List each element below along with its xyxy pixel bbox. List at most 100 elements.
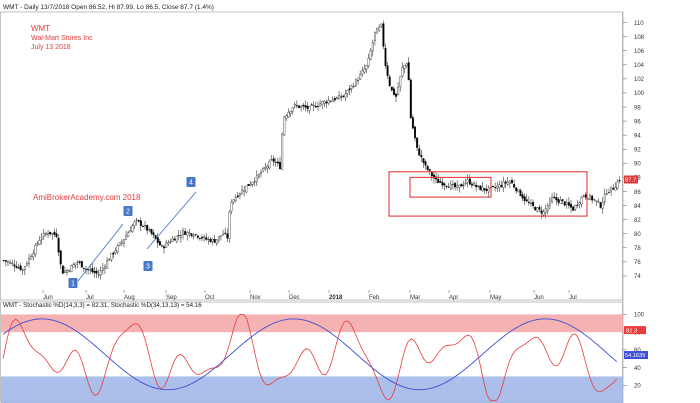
price-bar — [544, 208, 547, 214]
price-bar — [72, 264, 75, 268]
x-tick-label: Jul — [569, 295, 577, 301]
price-bar — [142, 226, 144, 228]
price-bar — [553, 196, 556, 199]
price-bar — [274, 162, 277, 164]
price-bar — [460, 183, 463, 187]
price-bar — [11, 262, 14, 264]
stoch-tick-label: 40 — [634, 366, 641, 372]
price-bar — [152, 232, 155, 236]
price-bar — [228, 211, 231, 239]
slow-stochastic-line — [2, 318, 617, 391]
price-tick-label: 78 — [634, 246, 641, 252]
ticker-label: WMT — [31, 24, 50, 33]
price-bar — [559, 200, 562, 204]
price-bar — [45, 233, 47, 236]
price-bar — [40, 237, 43, 240]
price-bar — [542, 211, 545, 216]
price-bar — [540, 210, 543, 214]
x-tick-label: Jun — [43, 295, 53, 301]
price-bar — [42, 232, 45, 237]
price-bar — [523, 196, 526, 201]
price-bar — [19, 265, 22, 271]
price-bar — [411, 117, 414, 129]
price-bar — [616, 181, 619, 189]
price-bar — [530, 202, 532, 204]
price-bar — [57, 237, 60, 253]
price-tick-label: 98 — [634, 105, 641, 111]
price-bar — [28, 257, 31, 264]
price-bar — [565, 202, 568, 205]
price-bar — [80, 261, 83, 268]
price-bar — [584, 194, 587, 198]
price-bar — [567, 202, 570, 206]
trendline-wave-3-4 — [146, 191, 197, 250]
stoch-tick-label: 100 — [634, 313, 645, 319]
price-bar — [268, 161, 271, 169]
price-bar — [333, 98, 336, 101]
price-bar — [574, 205, 577, 210]
price-bar — [234, 197, 237, 202]
price-bar — [468, 178, 471, 185]
x-tick-label: Feb — [369, 295, 380, 301]
price-bar — [492, 185, 495, 187]
price-bar — [376, 28, 379, 34]
price-bar — [420, 155, 423, 158]
price-bar — [129, 230, 132, 233]
trendline-wave-1-2 — [77, 223, 124, 282]
price-bar — [302, 104, 305, 107]
price-bar — [344, 93, 347, 98]
price-bar — [285, 115, 288, 119]
price-bar — [87, 269, 90, 271]
wave-label-box — [186, 177, 196, 187]
price-bar — [346, 89, 349, 94]
price-bar — [549, 199, 551, 206]
price-tick-label: 106 — [634, 49, 645, 55]
price-bar — [578, 202, 581, 205]
price-bar — [409, 79, 412, 119]
price-bar — [458, 184, 461, 188]
price-bar — [101, 267, 104, 271]
price-bar — [298, 105, 301, 108]
price-bar — [340, 96, 343, 98]
price-bar — [194, 233, 197, 235]
price-bar — [104, 266, 106, 269]
price-bar — [500, 185, 503, 187]
price-bar — [439, 181, 442, 183]
price-bar — [139, 220, 142, 226]
price-bar — [215, 239, 218, 244]
stoch-tick-label: 20 — [634, 384, 641, 390]
price-axis: 7476788082848688909294969810010210410610… — [623, 21, 645, 280]
price-bar — [319, 103, 322, 107]
x-tick-label: Dec — [289, 295, 300, 301]
price-bar — [392, 88, 395, 95]
price-bar — [517, 189, 520, 192]
price-bar — [188, 232, 191, 234]
price-bar — [386, 65, 389, 76]
price-bar — [192, 235, 195, 237]
price-bar — [226, 233, 229, 239]
price-bar — [127, 232, 130, 237]
price-bar — [21, 269, 24, 271]
price-bar — [209, 238, 212, 243]
price-bar — [36, 243, 39, 245]
price-bar — [456, 185, 459, 188]
price-bar — [464, 182, 467, 185]
price-bar — [399, 76, 402, 87]
price-bar — [213, 239, 216, 243]
price-bar — [68, 270, 71, 272]
price-bar — [260, 172, 263, 174]
price-bar — [165, 242, 168, 248]
price-bar — [365, 65, 368, 70]
price-bar — [257, 173, 260, 178]
price-bar — [475, 184, 478, 188]
price-bar — [255, 175, 258, 183]
price-bar — [114, 250, 117, 253]
price-bar — [243, 190, 246, 192]
company-label: Wal-Mart Stores Inc — [31, 35, 93, 42]
price-bar — [78, 261, 81, 263]
price-bar — [207, 238, 210, 240]
price-bar — [300, 106, 303, 108]
price-bar — [63, 270, 66, 273]
annotations: 1 2 3 4 — [68, 171, 588, 288]
